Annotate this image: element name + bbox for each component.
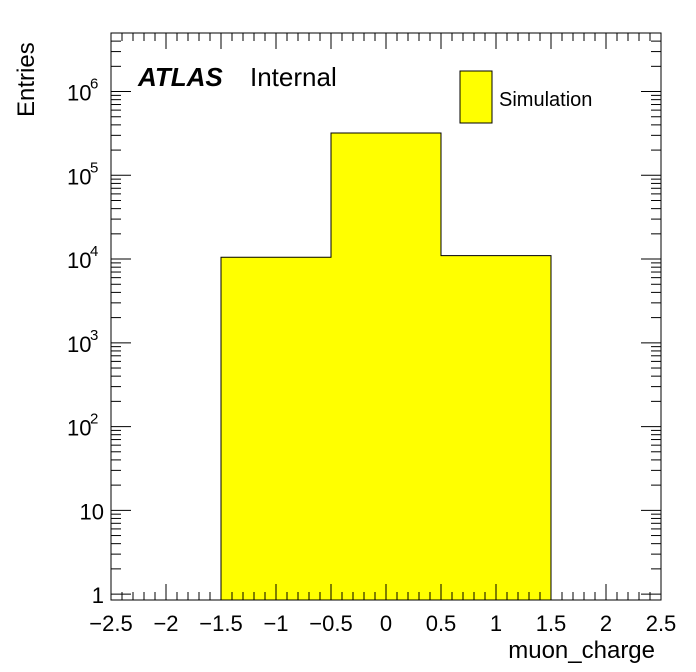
x-tick-label: 1.5 (536, 611, 567, 636)
y-tick-label: 1 (92, 583, 104, 608)
y-tick-label: 10 (67, 164, 91, 189)
x-tick-label: −2.5 (89, 611, 132, 636)
legend-label-simulation: Simulation (499, 89, 592, 111)
x-axis-title: muon_charge (508, 637, 655, 664)
x-tick-label: −2 (153, 611, 178, 636)
ticks-layer (110, 32, 662, 600)
y-tick-exponent: 3 (90, 327, 98, 344)
y-tick-label: 10 (67, 81, 91, 106)
x-tick-label: −1 (263, 611, 288, 636)
y-axis-title: Entries (13, 42, 40, 117)
x-tick-label: −0.5 (309, 611, 352, 636)
legend-swatch-simulation (459, 70, 493, 124)
histogram-bar (441, 255, 551, 600)
y-tick-label: 10 (67, 416, 91, 441)
y-tick-label: 10 (67, 332, 91, 357)
bars-layer (220, 132, 552, 600)
y-tick-label: 10 (80, 499, 104, 524)
y-tick-exponent: 4 (90, 243, 98, 260)
x-tick-label: 0 (380, 611, 392, 636)
histogram-bar (331, 132, 441, 600)
y-tick-exponent: 2 (90, 411, 98, 428)
histogram-bar (221, 257, 331, 600)
atlas-label: ATLAS (137, 62, 223, 92)
x-tick-label: 2.5 (646, 611, 677, 636)
internal-label: Internal (250, 62, 337, 92)
histogram-outline (220, 132, 552, 600)
x-tick-label: −1.5 (199, 611, 242, 636)
y-tick-exponent: 5 (90, 159, 98, 176)
labels-layer: −2.5 −2 −1.5 −1 −0.5 0 0.5 1 1.5 2 2.5110102103104… (67, 76, 676, 636)
x-tick-label: 0.5 (426, 611, 457, 636)
x-tick-label: 2 (600, 611, 612, 636)
x-tick-label: 1 (490, 611, 502, 636)
y-tick-exponent: 6 (90, 76, 98, 93)
legend: Simulation (459, 70, 592, 124)
y-tick-label: 10 (67, 248, 91, 273)
